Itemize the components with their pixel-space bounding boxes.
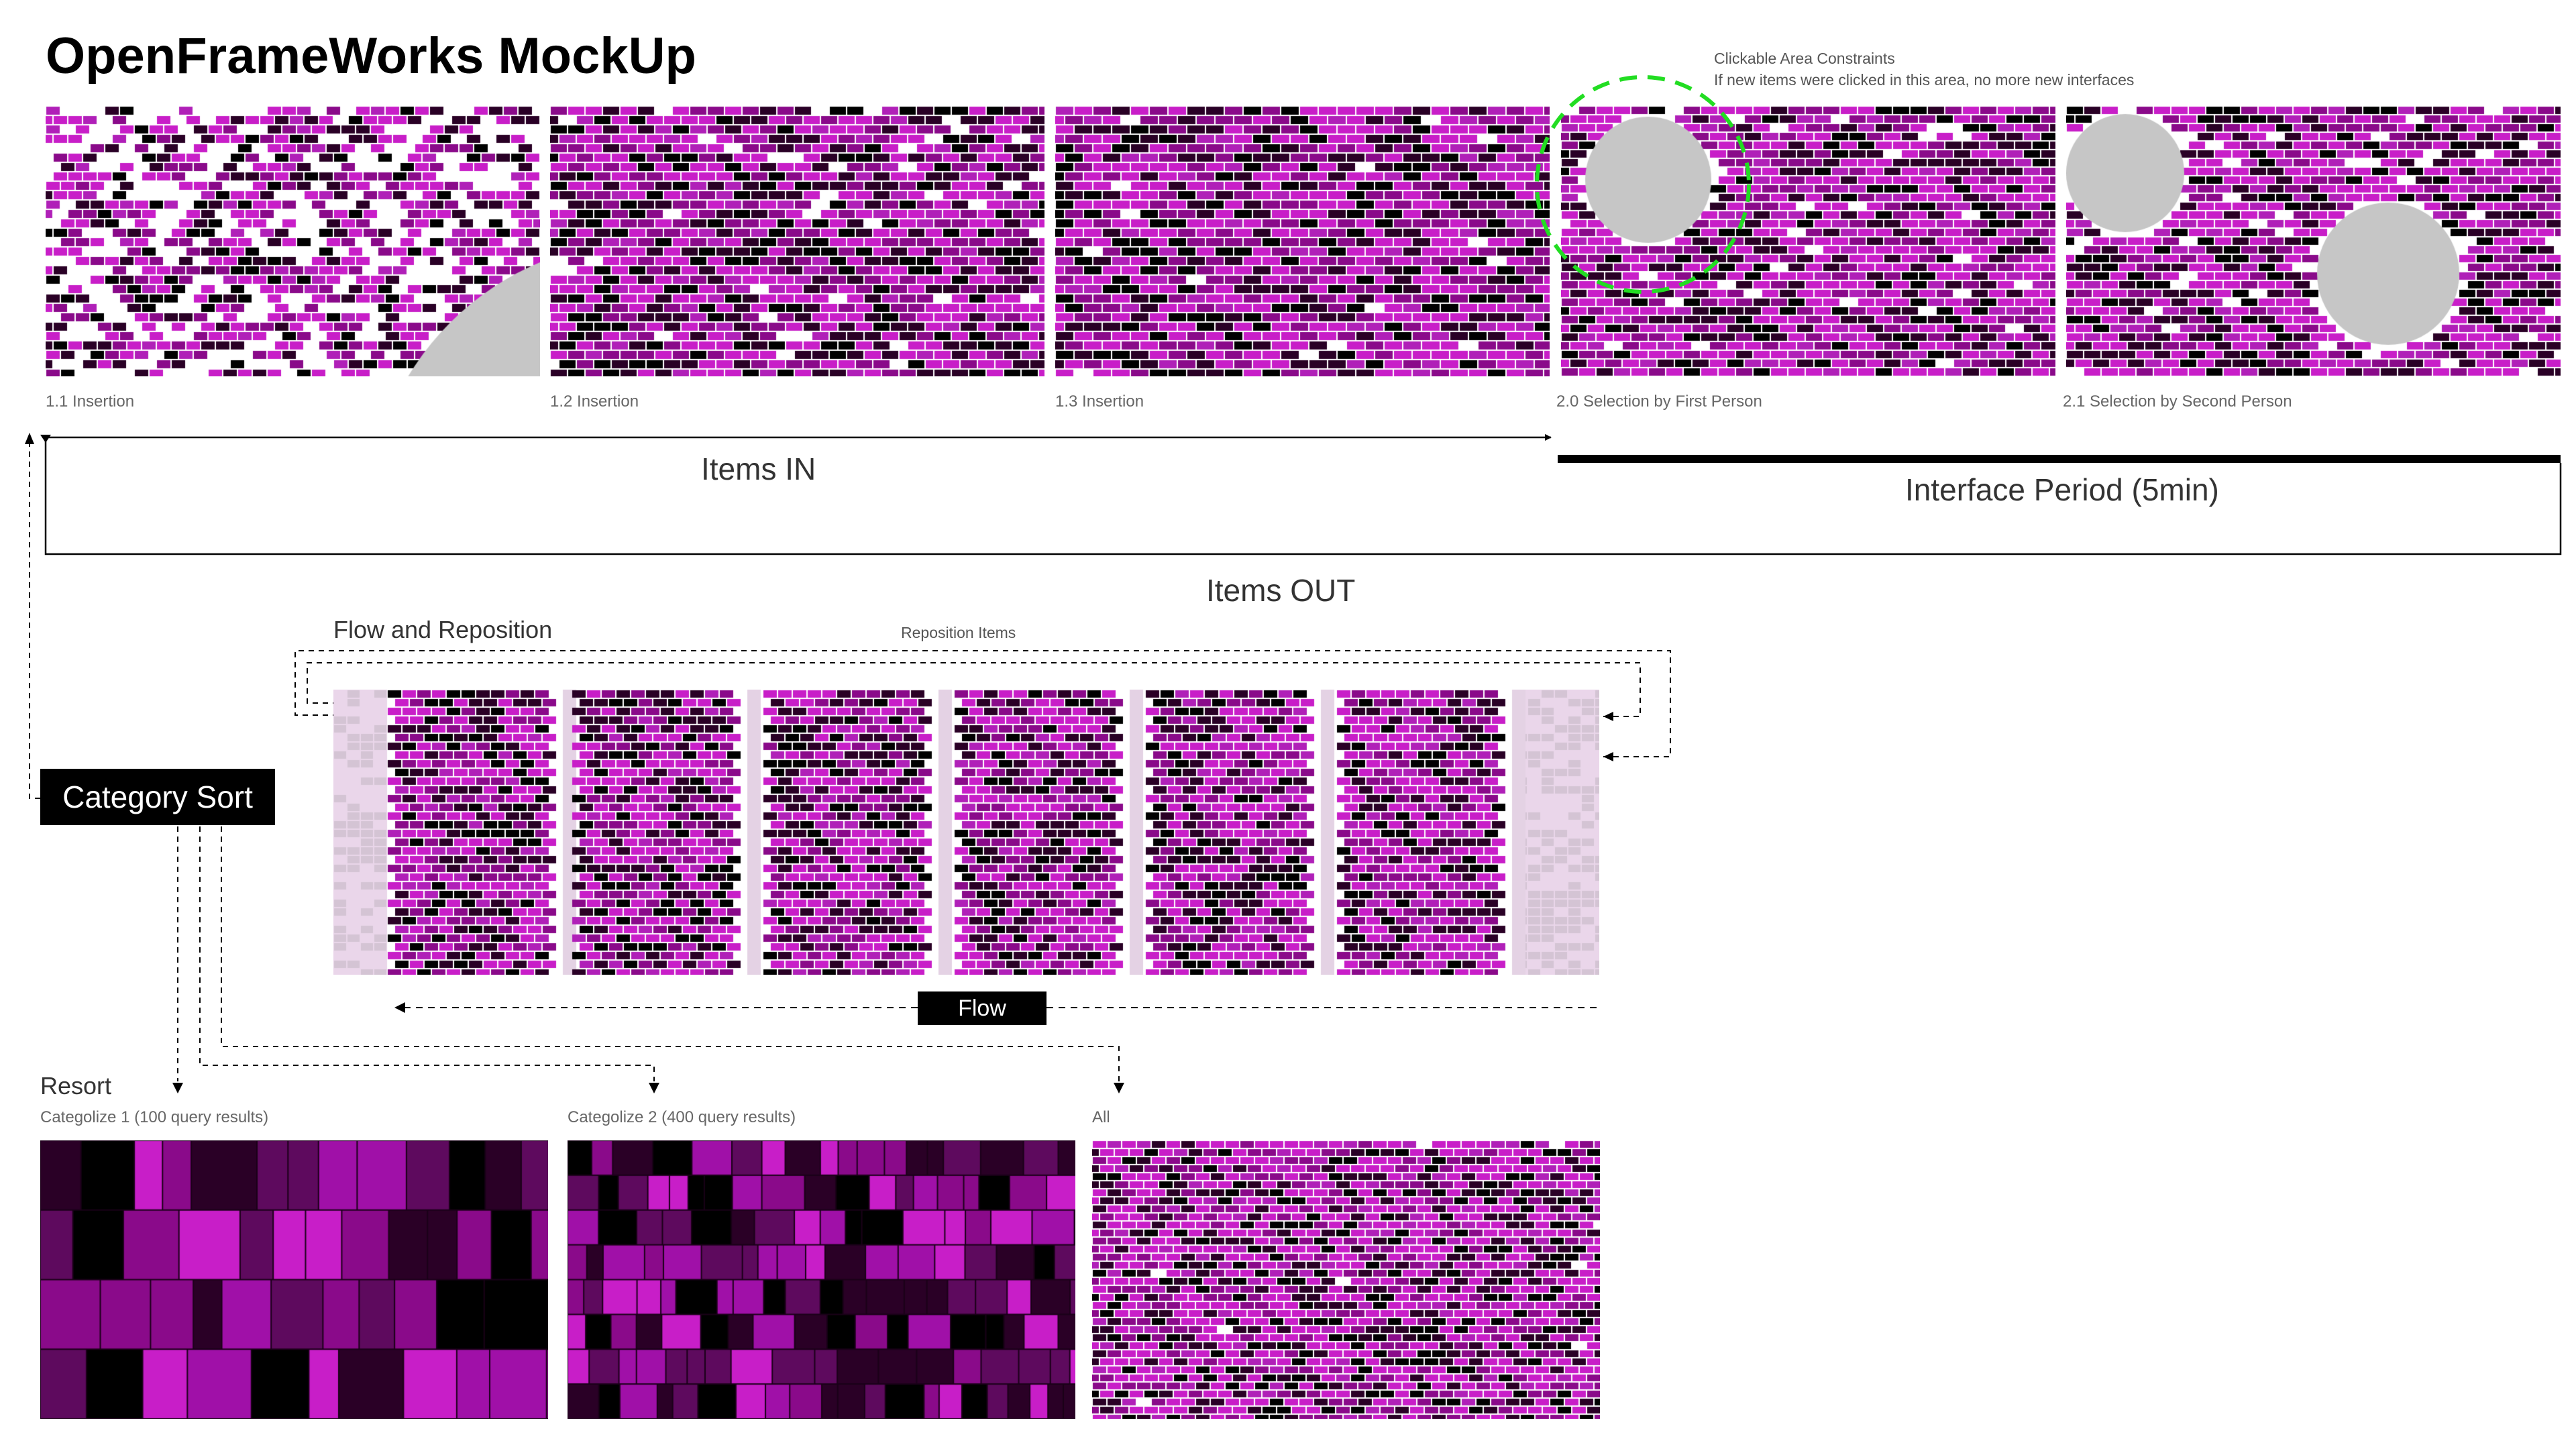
category-sort-box: Category Sort [40,769,275,825]
label-flow-and-reposition: Flow and Reposition [333,616,553,643]
items-in-arrow-start [40,435,51,443]
category-sort-label: Category Sort [62,780,253,814]
label-reposition-items: Reposition Items [901,624,1016,641]
flow-box: Flow [918,991,1046,1025]
interface-period-bar [1558,455,2561,463]
caption-all: All [1092,1108,1110,1126]
constraint-note-text: If new items were clicked in this area, … [1714,71,2135,89]
caption-categorize-2: Categolize 2 (400 query results) [568,1108,796,1126]
label-interface-period: Interface Period (5min) [1905,472,2219,507]
caption-insertion-1: 1.1 Insertion [46,392,135,411]
page-title: OpenFrameWorks MockUp [46,28,696,85]
caption-selection-second: 2.1 Selection by Second Person [2063,392,2292,411]
label-items-out: Items OUT [1206,573,1356,608]
flow-label: Flow [958,995,1006,1021]
panel-selection-first-person [1561,106,2055,376]
panel-insertion-3 [1055,106,1550,376]
panel-insertion-1 [46,106,540,376]
category-to-items-in-line [29,439,40,799]
constraint-note-title: Clickable Area Constraints [1714,50,1895,67]
caption-insertion-3: 1.3 Insertion [1055,392,1144,411]
caption-insertion-2: 1.2 Insertion [550,392,639,411]
flow-strip [333,690,1599,975]
label-resort: Resort [40,1072,112,1099]
label-items-in: Items IN [701,451,816,486]
caption-selection-first: 2.0 Selection by First Person [1556,392,1762,411]
panel-selection-second-person [2066,106,2561,376]
panel-insertion-2 [550,106,1044,376]
panel-categorize-2 [568,1140,1075,1419]
panel-categorize-1 [40,1140,548,1419]
caption-categorize-1: Categolize 1 (100 query results) [40,1108,269,1126]
panel-all [1092,1140,1600,1419]
